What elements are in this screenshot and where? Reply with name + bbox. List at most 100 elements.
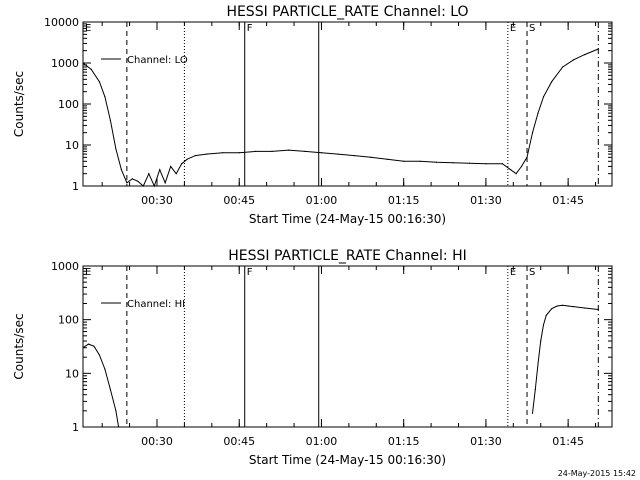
- data-point: [534, 388, 536, 391]
- data-point: [238, 152, 240, 154]
- marker-label: S: [529, 267, 535, 278]
- chart-title: HESSI PARTICLE_RATE Channel: LO: [226, 4, 468, 20]
- x-axis-label: Start Time (24-May-15 00:16:30): [249, 453, 446, 467]
- data-point: [485, 163, 487, 165]
- data-point: [551, 308, 553, 310]
- data-point: [109, 388, 112, 391]
- marker-label: E: [85, 267, 91, 278]
- marker-label: E: [85, 23, 91, 34]
- data-point: [222, 152, 224, 154]
- data-point: [556, 305, 558, 307]
- y-axis-label: Counts/sec: [12, 71, 26, 137]
- data-point: [337, 153, 339, 155]
- marker-label: E: [510, 23, 516, 34]
- data-point: [353, 155, 355, 157]
- data-point: [515, 173, 517, 175]
- y-axis-label: Counts/sec: [12, 313, 26, 379]
- data-point: [164, 182, 166, 184]
- data-point: [562, 304, 564, 306]
- data-point: [170, 165, 172, 168]
- data-point: [93, 345, 95, 347]
- data-point: [159, 169, 161, 171]
- x-tick-label: 01:30: [470, 194, 502, 207]
- x-tick-label: 01:30: [470, 435, 502, 448]
- data-point: [435, 161, 438, 163]
- data-point: [126, 182, 128, 184]
- data-point: [520, 165, 523, 168]
- data-point: [137, 180, 139, 182]
- data-point: [531, 132, 534, 134]
- data-point: [597, 48, 599, 50]
- data-point: [540, 340, 542, 342]
- data-point: [87, 343, 90, 345]
- y-tick-label: 100: [58, 314, 79, 327]
- x-axis-label: Start Time (24-May-15 00:16:30): [249, 212, 446, 226]
- data-point: [583, 307, 586, 309]
- x-tick-label: 01:45: [552, 194, 584, 207]
- data-point: [501, 163, 503, 165]
- data-point: [509, 169, 512, 171]
- data-point: [148, 173, 150, 175]
- data-point: [526, 156, 528, 158]
- data-point: [537, 112, 539, 114]
- data-point: [205, 153, 207, 155]
- plot-frame: [82, 21, 613, 187]
- chart-title: HESSI PARTICLE_RATE Channel: HI: [228, 248, 466, 264]
- series-line-channel-hi-1: [532, 304, 599, 414]
- data-point: [186, 158, 188, 160]
- data-point: [468, 162, 471, 164]
- y-tick-label: 1000: [51, 260, 79, 273]
- y-tick-label: 1: [72, 421, 79, 434]
- data-point: [181, 163, 183, 165]
- marker-label: S: [529, 23, 535, 34]
- data-point: [115, 410, 117, 412]
- plot-panel-0: HESSI PARTICLE_RATE Channel: LO Counts/se…: [12, 4, 613, 226]
- x-tick-label: 01:15: [388, 194, 420, 207]
- y-tick-label: 1000: [51, 57, 79, 70]
- data-point: [104, 96, 106, 98]
- data-point: [98, 354, 101, 356]
- data-point: [120, 169, 122, 171]
- data-point: [542, 324, 545, 326]
- y-tick-label: 1: [72, 180, 79, 193]
- x-tick-label: 00:30: [141, 194, 173, 207]
- data-point: [551, 81, 553, 83]
- plot-panel-1: HESSI PARTICLE_RATE Channel: HI Counts/se…: [12, 248, 613, 467]
- legend-entry: Channel: HI: [127, 299, 185, 310]
- marker-label: F: [247, 23, 253, 34]
- x-tick-label: 01:15: [388, 435, 420, 448]
- data-point: [567, 305, 569, 307]
- footer-timestamp: 24-May-2015 15:42: [558, 469, 636, 478]
- series-line-channel-hi-0: [82, 343, 120, 428]
- data-point: [115, 148, 117, 150]
- data-point: [370, 156, 372, 158]
- series-line-channel-lo-0: [82, 48, 599, 188]
- data-point: [386, 158, 388, 160]
- data-point: [573, 306, 575, 308]
- data-point: [194, 155, 196, 157]
- data-point: [573, 59, 575, 61]
- data-point: [131, 178, 133, 180]
- x-tick-label: 00:45: [223, 435, 255, 448]
- data-point: [109, 119, 112, 121]
- marker-label: F: [247, 267, 253, 278]
- marker-label: E: [510, 267, 516, 278]
- data-point: [545, 314, 547, 317]
- data-point: [531, 412, 534, 414]
- data-point: [537, 363, 539, 365]
- data-point: [304, 150, 306, 152]
- y-tick-label: 10000: [44, 16, 79, 29]
- data-point: [419, 160, 421, 162]
- legend-entry: Channel: LO: [127, 55, 188, 66]
- data-point: [104, 368, 106, 370]
- data-point: [403, 160, 405, 162]
- data-point: [271, 150, 273, 152]
- data-point: [542, 96, 545, 98]
- y-tick-label: 10: [65, 139, 79, 152]
- y-tick-label: 100: [58, 98, 79, 111]
- data-point: [583, 54, 586, 56]
- data-point: [98, 81, 101, 83]
- plot-frame: [82, 265, 613, 428]
- x-tick-label: 01:00: [306, 194, 338, 207]
